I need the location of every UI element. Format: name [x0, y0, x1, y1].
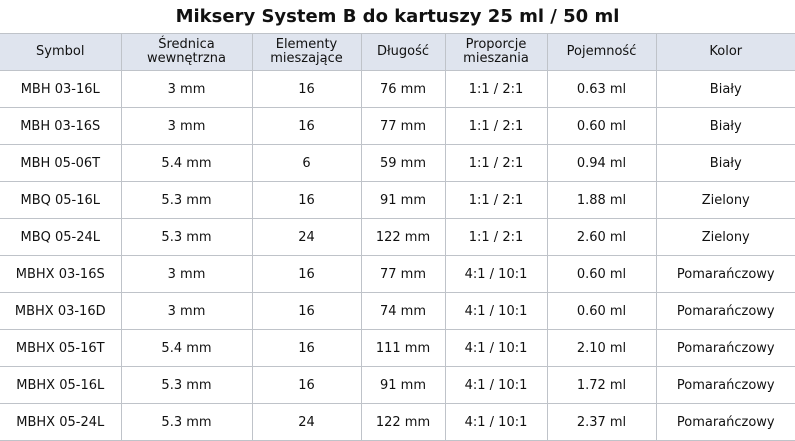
table-cell: 3 mm [120, 292, 253, 330]
table-cell: Pomarańczowy [655, 403, 795, 441]
column-header: Długość [360, 33, 446, 71]
table-cell: 91 mm [360, 366, 446, 404]
table-cell: Biały [655, 144, 795, 182]
table-cell: 2.10 ml [546, 329, 657, 367]
table-cell: MBHX 03-16S [0, 255, 122, 293]
table-cell: 4:1 / 10:1 [444, 329, 548, 367]
table-cell: Pomarańczowy [655, 329, 795, 367]
table-row: MBH 03-16L 3 mm 16 76 mm 1:1 / 2:1 0.63 ml Bia… [0, 70, 795, 108]
table-cell: 16 [251, 181, 362, 219]
table-row: MBHX 05-16T 5.4 mm 16 111 mm 4:1 / 10:1 2.10 … [0, 329, 795, 367]
table-head: Symbol Średnica wewnętrzna Elementy miesza… [0, 33, 795, 71]
table-cell: 4:1 / 10:1 [444, 292, 548, 330]
table-cell: MBHX 05-24L [0, 403, 122, 441]
table-cell: 5.3 mm [120, 181, 253, 219]
table-cell: 24 [251, 403, 362, 441]
table-cell: 91 mm [360, 181, 446, 219]
table-cell: 5.3 mm [120, 403, 253, 441]
table-cell: 1:1 / 2:1 [444, 70, 548, 108]
table-row: MBQ 05-24L 5.3 mm 24 122 mm 1:1 / 2:1 2.60 ml… [0, 218, 795, 256]
table-cell: 2.37 ml [546, 403, 657, 441]
table-cell: 111 mm [360, 329, 446, 367]
table-row: MBQ 05-16L 5.3 mm 16 91 mm 1:1 / 2:1 1.88 ml Z… [0, 181, 795, 219]
table-cell: 1:1 / 2:1 [444, 144, 548, 182]
table-cell: 5.4 mm [120, 329, 253, 367]
table-cell: 2.60 ml [546, 218, 657, 256]
table-cell: 122 mm [360, 218, 446, 256]
table-cell: Biały [655, 70, 795, 108]
table-cell: 16 [251, 70, 362, 108]
table-cell: 6 [251, 144, 362, 182]
table-cell: MBHX 05-16L [0, 366, 122, 404]
title: Miksery System B do kartuszy 25 ml / 50 … [175, 6, 620, 27]
column-header: Średnica wewnętrzna [120, 33, 253, 71]
table-row: MBHX 03-16S 3 mm 16 77 mm 4:1 / 10:1 0.60 ml P… [0, 255, 795, 293]
table-cell: 3 mm [120, 107, 253, 145]
table-cell: 16 [251, 107, 362, 145]
table-cell: 74 mm [360, 292, 446, 330]
table-cell: 1.88 ml [546, 181, 657, 219]
table-cell: 76 mm [360, 70, 446, 108]
table-row: MBH 05-06T 5.4 mm 6 59 mm 1:1 / 2:1 0.94 ml Bi… [0, 144, 795, 182]
table-cell: 16 [251, 366, 362, 404]
table-cell: 122 mm [360, 403, 446, 441]
table-cell: 4:1 / 10:1 [444, 403, 548, 441]
table-cell: 16 [251, 292, 362, 330]
column-header: Proporcje mieszania [444, 33, 548, 71]
table-cell: MBQ 05-24L [0, 218, 122, 256]
table-cell: 4:1 / 10:1 [444, 255, 548, 293]
table-cell: 1:1 / 2:1 [444, 181, 548, 219]
table-cell: Biały [655, 107, 795, 145]
table-cell: Pomarańczowy [655, 255, 795, 293]
table-body: MBH 03-16L 3 mm 16 76 mm 1:1 / 2:1 0.63 ml Bia… [0, 70, 795, 441]
table-cell: 0.63 ml [546, 70, 657, 108]
table-row: MBHX 05-16L 5.3 mm 16 91 mm 4:1 / 10:1 1.72 m… [0, 366, 795, 404]
table-cell: MBHX 03-16D [0, 292, 122, 330]
column-header: Pojemność [546, 33, 657, 71]
table-row: MBH 03-16S 3 mm 16 77 mm 1:1 / 2:1 0.60 ml Bia… [0, 107, 795, 145]
table-row: MBHX 03-16D 3 mm 16 74 mm 4:1 / 10:1 0.60 ml P… [0, 292, 795, 330]
table-cell: 4:1 / 10:1 [444, 366, 548, 404]
table-cell: 77 mm [360, 255, 446, 293]
table-cell: 59 mm [360, 144, 446, 182]
table-cell: 0.60 ml [546, 107, 657, 145]
table-cell: 16 [251, 329, 362, 367]
table-cell: 3 mm [120, 70, 253, 108]
table-cell: 5.4 mm [120, 144, 253, 182]
header-row: Symbol Średnica wewnętrzna Elementy miesza… [0, 33, 795, 71]
table-cell: MBH 03-16L [0, 70, 122, 108]
table-cell: 1:1 / 2:1 [444, 107, 548, 145]
table-cell: Pomarańczowy [655, 366, 795, 404]
table-row: MBHX 05-24L 5.3 mm 24 122 mm 4:1 / 10:1 2.37 … [0, 403, 795, 441]
column-header: Elementy mieszające [251, 33, 362, 71]
table-cell: 5.3 mm [120, 218, 253, 256]
table-cell: MBH 05-06T [0, 144, 122, 182]
table-cell: 5.3 mm [120, 366, 253, 404]
table-cell: Pomarańczowy [655, 292, 795, 330]
table-cell: MBHX 05-16T [0, 329, 122, 367]
table-cell: 0.60 ml [546, 255, 657, 293]
column-header: Symbol [0, 33, 122, 71]
column-header: Kolor [655, 33, 795, 71]
table-cell: 1:1 / 2:1 [444, 218, 548, 256]
table: Symbol Średnica wewnętrzna Elementy miesza… [0, 33, 795, 441]
table-cell: 1.72 ml [546, 366, 657, 404]
table-cell: 3 mm [120, 255, 253, 293]
table-cell: MBH 03-16S [0, 107, 122, 145]
table-cell: 16 [251, 255, 362, 293]
table-cell: 24 [251, 218, 362, 256]
table-cell: 0.60 ml [546, 292, 657, 330]
table-cell: 77 mm [360, 107, 446, 145]
table-cell: MBQ 05-16L [0, 181, 122, 219]
table-cell: 0.94 ml [546, 144, 657, 182]
table-cell: Zielony [655, 218, 795, 256]
table-cell: Zielony [655, 181, 795, 219]
